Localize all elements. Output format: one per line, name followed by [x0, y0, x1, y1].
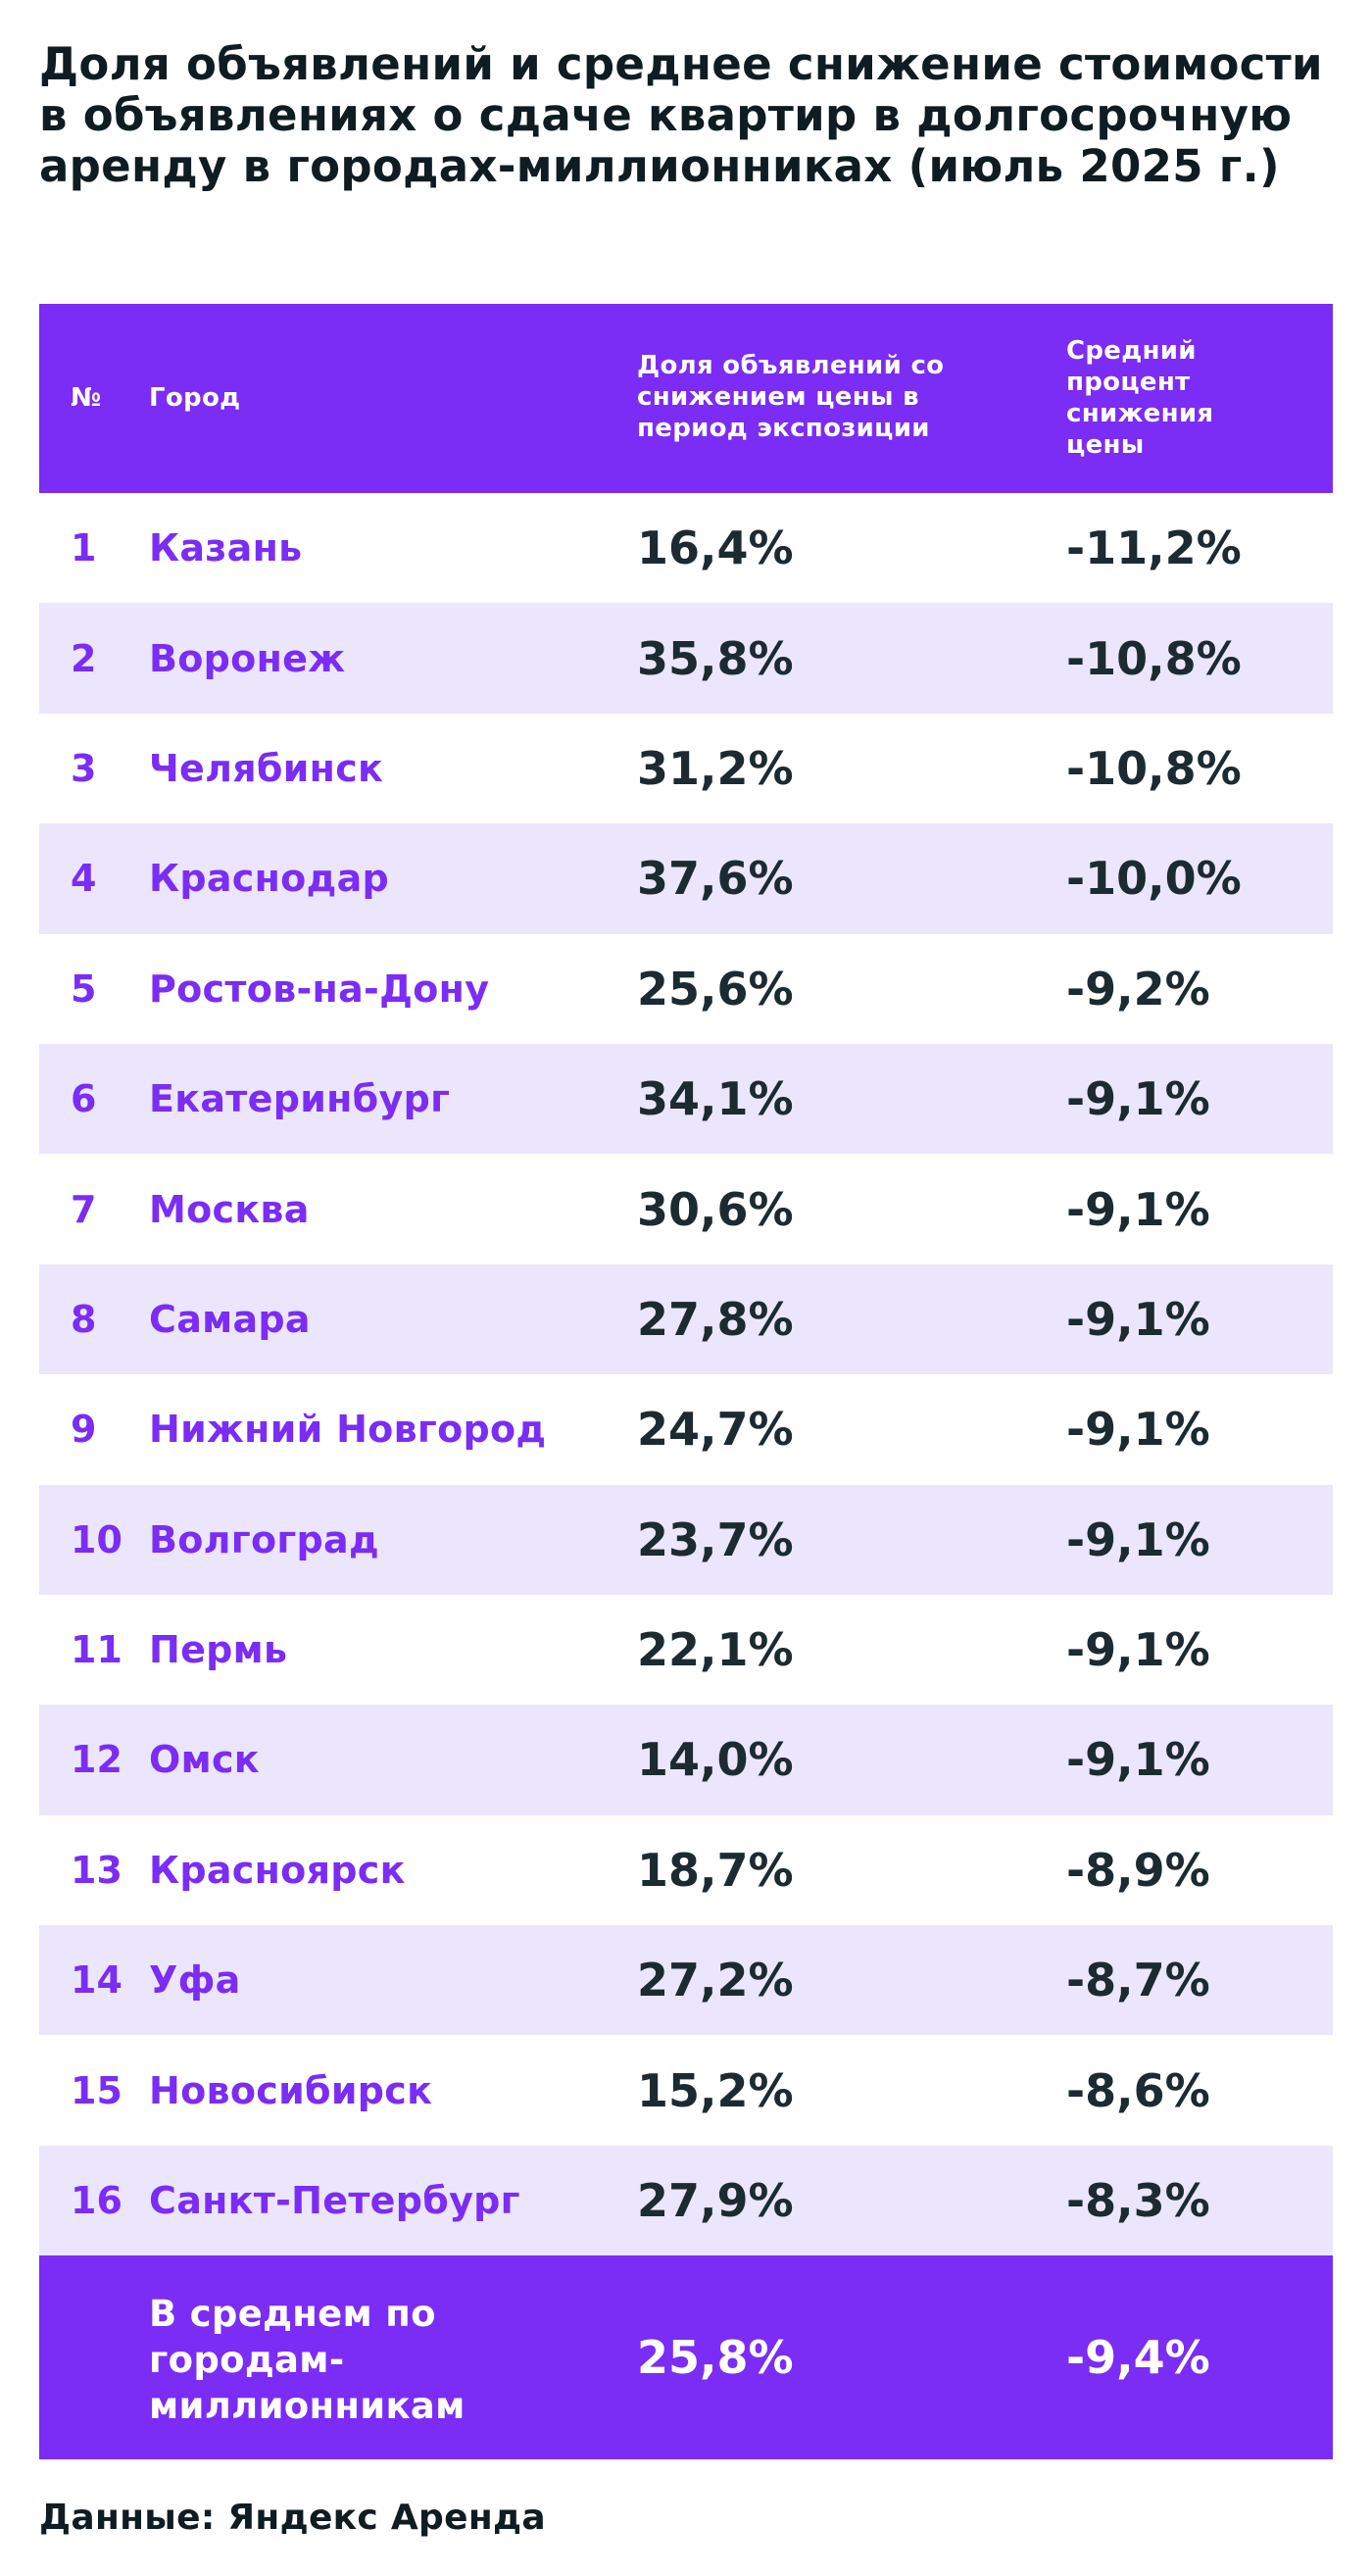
row-avg: -8,9%	[1066, 1843, 1210, 1897]
page-title: Доля объявлений и среднее снижение стоим…	[39, 38, 1323, 192]
footer-label: В среднем по городам-миллионникам	[149, 2293, 466, 2428]
row-avg: -9,1%	[1066, 1182, 1210, 1236]
row-share: 15,2%	[637, 2063, 794, 2117]
header-num: №	[71, 383, 102, 413]
row-city: Красноярск	[149, 1848, 406, 1892]
row-share: 31,2%	[637, 741, 794, 795]
row-num: 8	[71, 1297, 97, 1341]
row-city: Краснодар	[149, 857, 390, 901]
row-avg: -9,1%	[1066, 1403, 1210, 1457]
table-footer: В среднем по городам-миллионникам 25,8% …	[39, 2255, 1333, 2460]
table-row: 2 Воронеж 35,8% -10,8%	[39, 603, 1333, 714]
row-num: 5	[71, 966, 97, 1011]
row-city: Омск	[149, 1738, 260, 1782]
row-city: Санкт-Петербург	[149, 2179, 520, 2223]
row-share: 27,9%	[637, 2174, 794, 2228]
row-share: 27,2%	[637, 1954, 794, 2007]
table-row: 4 Краснодар 37,6% -10,0%	[39, 823, 1333, 934]
row-avg: -9,1%	[1066, 1733, 1210, 1787]
row-city: Волгоград	[149, 1517, 379, 1561]
row-num: 1	[71, 526, 97, 570]
header-share: Доля объявлений со снижением цены в пери…	[637, 351, 945, 443]
row-city: Челябинск	[149, 746, 384, 790]
table-row: 14 Уфа 27,2% -8,7%	[39, 1925, 1333, 2036]
table-row: 8 Самара 27,8% -9,1%	[39, 1263, 1333, 1375]
table-row: 5 Ростов-на-Дону 25,6% -9,2%	[39, 934, 1333, 1044]
row-share: 14,0%	[637, 1733, 794, 1787]
row-share: 25,6%	[637, 962, 794, 1016]
row-city: Воронеж	[149, 636, 346, 680]
row-avg: -9,1%	[1066, 1292, 1210, 1346]
table-row: 15 Новосибирск 15,2% -8,6%	[39, 2035, 1333, 2145]
row-avg: -8,3%	[1066, 2174, 1210, 2228]
row-avg: -9,2%	[1066, 962, 1210, 1016]
row-city: Новосибирск	[149, 2068, 433, 2112]
row-num: 4	[71, 857, 97, 901]
row-num: 9	[71, 1408, 97, 1452]
table-row: 9 Нижний Новгород 24,7% -9,1%	[39, 1374, 1333, 1484]
table-row: 1 Казань 16,4% -11,2%	[39, 493, 1333, 603]
table-row: 3 Челябинск 31,2% -10,8%	[39, 714, 1333, 823]
row-city: Казань	[149, 526, 303, 570]
source-caption: Данные: Яндекс Аренда	[39, 2498, 546, 2538]
row-share: 22,1%	[637, 1623, 794, 1677]
row-share: 34,1%	[637, 1072, 794, 1126]
row-share: 27,8%	[637, 1292, 794, 1346]
row-avg: -11,2%	[1066, 521, 1242, 575]
row-num: 14	[71, 1958, 122, 2003]
row-city: Москва	[149, 1187, 310, 1231]
table-row: 13 Красноярск 18,7% -8,9%	[39, 1815, 1333, 1925]
row-share: 18,7%	[637, 1843, 794, 1897]
table-body: 1 Казань 16,4% -11,2% 2 Воронеж 35,8% -10,8% 3 Че…	[39, 493, 1333, 2256]
row-num: 3	[71, 746, 97, 790]
row-num: 13	[71, 1848, 122, 1892]
row-city: Уфа	[149, 1958, 241, 2003]
row-avg: -10,0%	[1066, 852, 1242, 906]
row-city: Пермь	[149, 1628, 288, 1672]
row-num: 11	[71, 1628, 122, 1672]
row-num: 15	[71, 2068, 122, 2112]
row-avg: -10,8%	[1066, 741, 1242, 795]
row-avg: -10,8%	[1066, 631, 1242, 685]
row-city: Ростов-на-Дону	[149, 966, 490, 1011]
row-avg: -9,1%	[1066, 1072, 1210, 1126]
header-city: Город	[149, 383, 241, 413]
table-row: 11 Пермь 22,1% -9,1%	[39, 1595, 1333, 1705]
table-row: 12 Омск 14,0% -9,1%	[39, 1705, 1333, 1815]
row-avg: -9,1%	[1066, 1512, 1210, 1566]
table-header: № Город Доля объявлений со снижением цен…	[39, 304, 1333, 493]
row-city: Самара	[149, 1297, 311, 1341]
footer-avg: -9,4%	[1066, 2331, 1210, 2385]
data-table: № Город Доля объявлений со снижением цен…	[39, 304, 1333, 2460]
row-city: Нижний Новгород	[149, 1408, 547, 1452]
row-num: 10	[71, 1517, 122, 1561]
row-num: 6	[71, 1077, 97, 1121]
table-row: 6 Екатеринбург 34,1% -9,1%	[39, 1043, 1333, 1155]
row-city: Екатеринбург	[149, 1077, 451, 1121]
header-avg: Средний процент снижения цены	[1066, 336, 1214, 460]
row-avg: -8,6%	[1066, 2063, 1210, 2117]
row-avg: -9,1%	[1066, 1623, 1210, 1677]
table-row: 16 Санкт-Петербург 27,9% -8,3%	[39, 2145, 1333, 2256]
row-share: 30,6%	[637, 1182, 794, 1236]
row-share: 23,7%	[637, 1512, 794, 1566]
row-share: 35,8%	[637, 631, 794, 685]
row-share: 37,6%	[637, 852, 794, 906]
row-avg: -8,7%	[1066, 1954, 1210, 2007]
row-num: 16	[71, 2179, 122, 2223]
row-num: 2	[71, 636, 97, 680]
row-num: 12	[71, 1738, 122, 1782]
row-num: 7	[71, 1187, 97, 1231]
row-share: 24,7%	[637, 1403, 794, 1457]
row-share: 16,4%	[637, 521, 794, 575]
table-row: 10 Волгоград 23,7% -9,1%	[39, 1484, 1333, 1595]
footer-share: 25,8%	[637, 2331, 794, 2385]
table-row: 7 Москва 30,6% -9,1%	[39, 1154, 1333, 1263]
